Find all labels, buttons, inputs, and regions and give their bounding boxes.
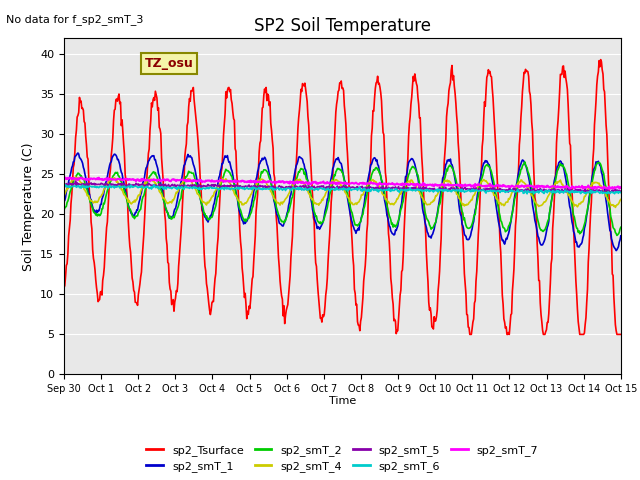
Title: SP2 Soil Temperature: SP2 Soil Temperature [254,17,431,36]
Text: No data for f_sp2_smT_3: No data for f_sp2_smT_3 [6,14,144,25]
sp2_smT_2 [613,233,621,239]
sp2_Tsurface [617,332,625,337]
sp2_smT_4 [60,194,68,200]
sp2_Tsurface [410,78,418,84]
sp2_Tsurface [597,57,605,62]
sp2_smT_5 [588,190,596,195]
sp2_smT_7 [60,176,68,181]
sp2_smT_4 [214,182,222,188]
sp2_smT_1 [428,235,435,241]
Line: sp2_smT_1: sp2_smT_1 [64,153,621,251]
sp2_smT_2 [521,159,529,165]
sp2_smT_7 [214,179,222,184]
sp2_smT_7 [185,178,193,183]
sp2_smT_5 [428,186,435,192]
Line: sp2_smT_6: sp2_smT_6 [64,185,621,194]
sp2_smT_5 [70,181,78,187]
sp2_smT_6 [411,187,419,193]
sp2_smT_4 [185,176,193,182]
sp2_smT_1 [214,180,222,185]
sp2_smT_4 [428,200,435,205]
sp2_smT_2 [410,165,418,170]
sp2_smT_6 [127,184,135,190]
Line: sp2_smT_2: sp2_smT_2 [64,162,621,236]
sp2_smT_4 [70,176,78,182]
sp2_smT_2 [184,171,192,177]
sp2_smT_5 [411,185,419,191]
sp2_smT_5 [185,182,193,188]
sp2_smT_1 [185,154,193,160]
sp2_smT_7 [411,181,419,187]
sp2_smT_6 [214,186,222,192]
sp2_smT_5 [60,183,68,189]
sp2_smT_7 [128,176,136,182]
sp2_Tsurface [426,305,434,311]
X-axis label: Time: Time [329,396,356,406]
sp2_smT_7 [599,186,607,192]
sp2_smT_1 [617,233,625,239]
sp2_smT_4 [411,181,419,187]
sp2_smT_2 [426,224,434,229]
sp2_smT_7 [71,175,79,181]
Y-axis label: Soil Temperature (C): Soil Temperature (C) [22,142,35,271]
sp2_smT_6 [524,191,531,197]
sp2_smT_7 [617,185,625,191]
Line: sp2_smT_7: sp2_smT_7 [64,178,621,189]
sp2_smT_2 [127,209,135,215]
sp2_smT_2 [617,225,625,230]
sp2_smT_7 [428,182,435,188]
sp2_smT_4 [72,174,79,180]
sp2_Tsurface [184,120,192,125]
sp2_smT_6 [428,188,435,193]
sp2_smT_1 [128,211,136,216]
Line: sp2_Tsurface: sp2_Tsurface [64,60,621,335]
Legend: sp2_Tsurface, sp2_smT_1, sp2_smT_2, sp2_smT_4, sp2_smT_5, sp2_smT_6, sp2_smT_7: sp2_Tsurface, sp2_smT_1, sp2_smT_2, sp2_… [142,441,543,477]
sp2_smT_2 [60,207,68,213]
sp2_smT_5 [214,183,222,189]
sp2_smT_6 [70,183,78,189]
sp2_smT_7 [67,175,74,180]
sp2_smT_2 [70,175,78,181]
sp2_smT_5 [617,189,625,194]
sp2_smT_4 [128,200,136,206]
sp2_smT_1 [60,198,68,204]
sp2_smT_6 [617,190,625,195]
sp2_smT_6 [150,182,157,188]
sp2_smT_6 [185,185,193,191]
sp2_smT_4 [612,204,620,210]
sp2_Tsurface [466,332,474,337]
sp2_smT_5 [128,183,136,189]
sp2_Tsurface [127,262,135,268]
sp2_Tsurface [60,285,68,290]
Text: TZ_osu: TZ_osu [145,57,193,70]
sp2_smT_6 [60,184,68,190]
sp2_smT_1 [411,161,419,167]
sp2_smT_1 [70,158,78,164]
sp2_smT_1 [74,150,82,156]
Line: sp2_smT_5: sp2_smT_5 [64,181,621,192]
sp2_smT_4 [617,197,625,203]
sp2_smT_2 [214,194,221,200]
Line: sp2_smT_4: sp2_smT_4 [64,177,621,207]
sp2_Tsurface [214,243,221,249]
sp2_Tsurface [70,161,78,167]
sp2_smT_1 [612,248,620,253]
sp2_smT_5 [72,178,79,184]
